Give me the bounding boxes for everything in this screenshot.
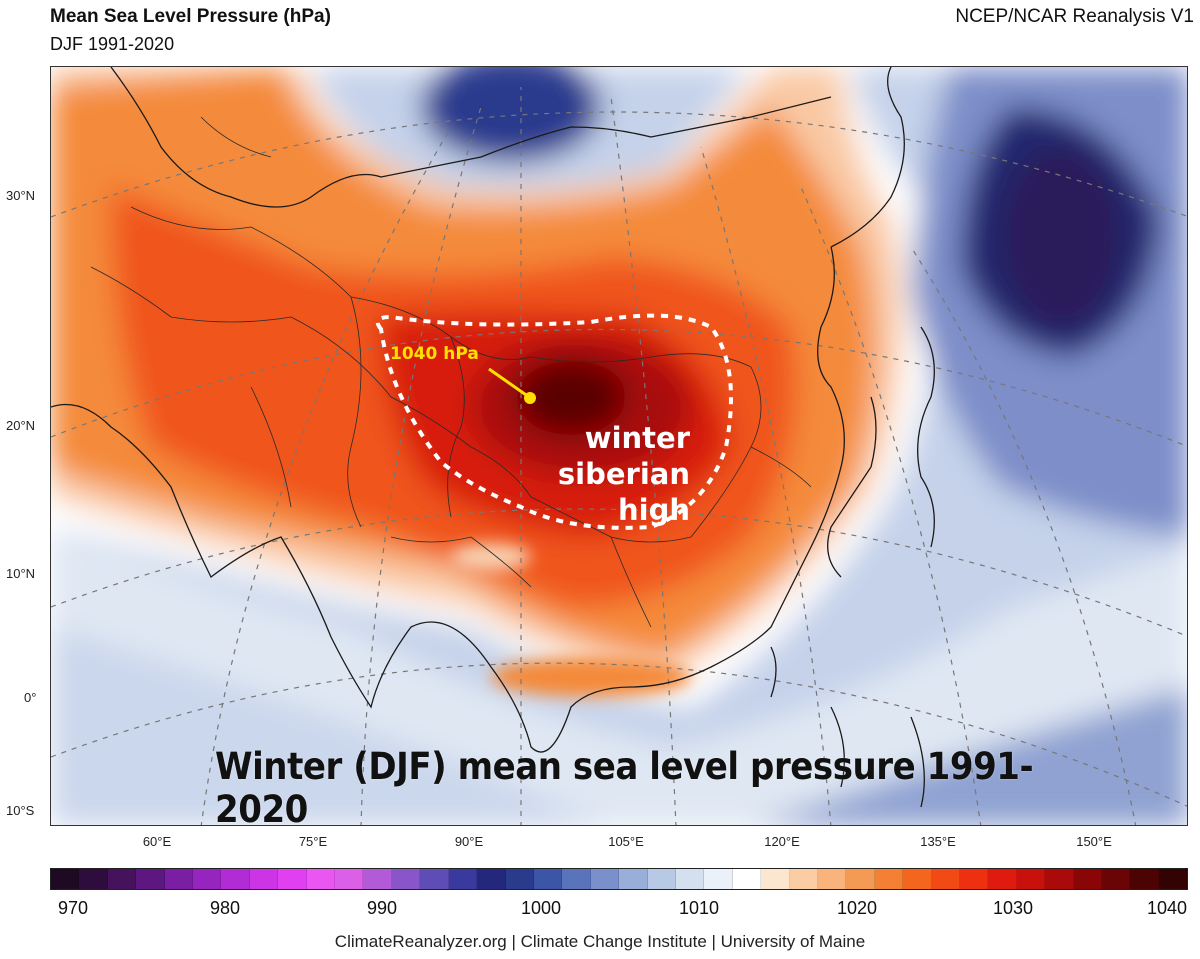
colorbar-swatch xyxy=(960,869,989,889)
colorbar-swatch xyxy=(988,869,1017,889)
lon-label-60e: 60°E xyxy=(142,834,172,849)
colorbar-swatch xyxy=(477,869,506,889)
colorbar-tick-990: 990 xyxy=(366,898,398,918)
colorbar-swatch xyxy=(675,869,705,889)
colorbar-swatch xyxy=(789,869,818,889)
annotation-name-line1: winter xyxy=(584,421,690,455)
colorbar-swatch xyxy=(278,869,307,889)
pressure-map xyxy=(50,66,1188,826)
siberian-high-outline xyxy=(375,313,733,530)
colorbar-tick-970: 970 xyxy=(57,898,89,918)
annotation-name-line2: siberian high xyxy=(557,457,690,527)
colorbar-swatch xyxy=(562,869,591,889)
colorbar-swatch xyxy=(1130,869,1159,889)
map-title: Mean Sea Level Pressure (hPa) xyxy=(50,6,331,27)
colorbar-tick-1030: 1030 xyxy=(992,898,1034,918)
colorbar-swatch xyxy=(1102,869,1131,889)
country-borders xyxy=(90,116,812,628)
colorbar-swatch xyxy=(420,869,449,889)
colorbar-swatch xyxy=(931,869,960,889)
lat-label-10s: 10°S xyxy=(6,803,35,818)
colorbar-swatch xyxy=(1016,869,1046,889)
colorbar-swatch xyxy=(846,869,875,889)
colorbar-swatch xyxy=(903,869,932,889)
colorbar-swatch xyxy=(1045,869,1074,889)
lat-label-20n: 20°N xyxy=(6,418,36,433)
colorbar-swatch xyxy=(363,869,392,889)
colorbar-swatch xyxy=(1158,869,1188,889)
colorbar-swatch xyxy=(619,869,648,889)
annotation-leader-line xyxy=(488,367,530,399)
colorbar-tick-1040: 1040 xyxy=(1146,898,1188,918)
colorbar-swatch xyxy=(391,869,421,889)
colorbar-tick-1000: 1000 xyxy=(520,898,562,918)
colorbar-swatch xyxy=(51,869,80,889)
coastlines xyxy=(51,67,935,808)
colorbar-swatch xyxy=(590,869,620,889)
colorbar-swatch xyxy=(1073,869,1103,889)
colorbar-swatch xyxy=(874,869,904,889)
pressure-map-canvas xyxy=(51,67,1187,825)
colorbar-swatch xyxy=(193,869,222,889)
colorbar-swatch xyxy=(647,869,676,889)
lon-label-150e: 150°E xyxy=(1076,834,1112,849)
colorbar-tick-1020: 1020 xyxy=(836,898,878,918)
colorbar-swatch xyxy=(732,869,762,889)
colorbar-swatch xyxy=(79,869,108,889)
colorbar-swatch xyxy=(448,869,478,889)
lon-label-90e: 90°E xyxy=(454,834,484,849)
graticule xyxy=(51,87,1187,825)
footer-credits: ClimateReanalyzer.org | Climate Change I… xyxy=(334,932,866,951)
colorbar-swatch xyxy=(306,869,336,889)
colorbar-swatch xyxy=(817,869,847,889)
lon-label-135e: 135°E xyxy=(920,834,956,849)
lon-label-120e: 120°E xyxy=(764,834,800,849)
colorbar-tick-1010: 1010 xyxy=(678,898,720,918)
lon-label-75e: 75°E xyxy=(298,834,328,849)
colorbar-swatch xyxy=(533,869,563,889)
colorbar-swatch xyxy=(335,869,364,889)
lon-label-105e: 105°E xyxy=(608,834,644,849)
lat-label-30n: 30°N xyxy=(6,188,36,203)
colorbar-swatch xyxy=(164,869,194,889)
annotation-name-label: winter siberian high xyxy=(500,420,690,528)
colorbar-swatch xyxy=(704,869,733,889)
overlay-title: Winter (DJF) mean sea level pressure 199… xyxy=(215,745,1034,831)
colorbar xyxy=(50,868,1188,890)
lat-label-0: 0° xyxy=(24,690,37,705)
colorbar-swatch xyxy=(221,869,250,889)
annotation-value-label: 1040 hPa xyxy=(390,344,479,364)
colorbar-swatch xyxy=(136,869,165,889)
colorbar-swatch xyxy=(107,869,137,889)
map-subtitle: DJF 1991-2020 xyxy=(50,34,175,54)
colorbar-swatch xyxy=(505,869,534,889)
pressure-field xyxy=(51,67,1187,825)
colorbar-swatch xyxy=(761,869,790,889)
data-source-label: NCEP/NCAR Reanalysis V1 xyxy=(955,6,1194,27)
lat-label-10n: 10°N xyxy=(6,566,36,581)
colorbar-tick-980: 980 xyxy=(209,898,241,918)
colorbar-swatch xyxy=(249,869,279,889)
annotation-marker xyxy=(524,392,536,404)
